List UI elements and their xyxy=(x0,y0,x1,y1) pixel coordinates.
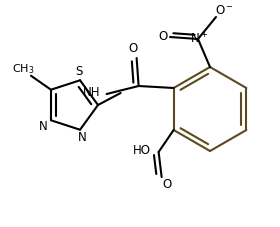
Text: HO: HO xyxy=(133,143,151,156)
Text: $\mathregular{N^+}$: $\mathregular{N^+}$ xyxy=(190,31,208,47)
Text: N: N xyxy=(39,120,47,133)
Text: NH: NH xyxy=(83,86,101,99)
Text: $\mathregular{O^-}$: $\mathregular{O^-}$ xyxy=(216,3,235,17)
Text: S: S xyxy=(75,65,83,78)
Text: O: O xyxy=(128,42,137,55)
Text: CH$_3$: CH$_3$ xyxy=(12,62,34,76)
Text: O: O xyxy=(158,30,168,42)
Text: O: O xyxy=(162,178,171,190)
Text: N: N xyxy=(78,131,87,144)
